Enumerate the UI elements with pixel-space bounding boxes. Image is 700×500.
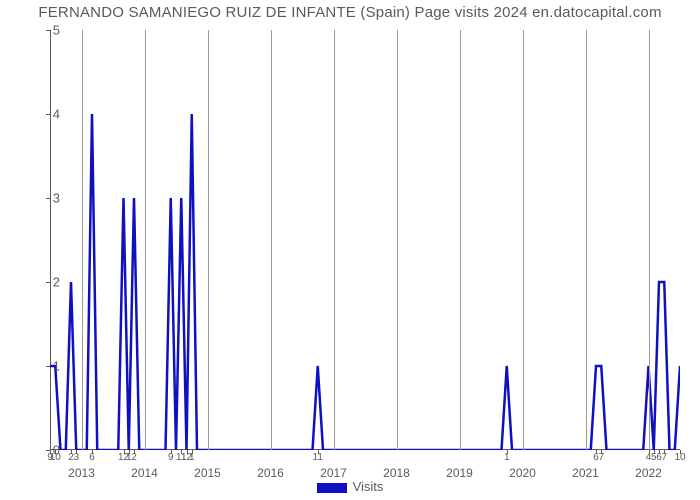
x-major-gridline (145, 30, 146, 450)
legend-label: Visits (353, 479, 384, 494)
xtick-mark (55, 450, 56, 454)
xtick-major-label: 2015 (194, 466, 221, 480)
xtick-major-label: 2020 (509, 466, 536, 480)
xtick-mark (318, 450, 319, 454)
xtick-mark (76, 450, 77, 454)
xtick-major-label: 2016 (257, 466, 284, 480)
xtick-major-label: 2018 (383, 466, 410, 480)
ytick-mark (46, 30, 50, 31)
x-major-gridline (460, 30, 461, 450)
xtick-mark (171, 450, 172, 454)
xtick-mark (187, 450, 188, 454)
xtick-major-label: 2017 (320, 466, 347, 480)
legend-swatch (317, 483, 347, 493)
plot-area (50, 30, 680, 450)
ytick-label: 5 (40, 23, 60, 38)
xtick-mark (649, 450, 650, 454)
xtick-mark (601, 450, 602, 454)
ytick-label: 4 (40, 107, 60, 122)
xtick-mark (680, 450, 681, 454)
x-major-gridline (208, 30, 209, 450)
x-major-gridline (586, 30, 587, 450)
ytick-label: 1 (40, 359, 60, 374)
x-major-gridline (82, 30, 83, 450)
xtick-mark (71, 450, 72, 454)
ytick-mark (46, 282, 50, 283)
xtick-major-label: 2013 (68, 466, 95, 480)
xtick-mark (507, 450, 508, 454)
ytick-mark (46, 366, 50, 367)
xtick-mark (129, 450, 130, 454)
xtick-major-label: 2022 (635, 466, 662, 480)
ytick-mark (46, 198, 50, 199)
x-major-gridline (523, 30, 524, 450)
xtick-mark (596, 450, 597, 454)
xtick-mark (124, 450, 125, 454)
x-major-gridline (397, 30, 398, 450)
x-major-gridline (271, 30, 272, 450)
ytick-label: 2 (40, 275, 60, 290)
legend: Visits (0, 479, 700, 494)
xtick-mark (659, 450, 660, 454)
ytick-label: 3 (40, 191, 60, 206)
x-major-gridline (649, 30, 650, 450)
xtick-major-label: 2014 (131, 466, 158, 480)
xtick-mark (664, 450, 665, 454)
xtick-mark (134, 450, 135, 454)
xtick-mark (92, 450, 93, 454)
xtick-major-label: 2021 (572, 466, 599, 480)
chart-title: FERNANDO SAMANIEGO RUIZ DE INFANTE (Spai… (0, 4, 700, 21)
x-major-gridline (334, 30, 335, 450)
xtick-mark (192, 450, 193, 454)
xtick-major-label: 2019 (446, 466, 473, 480)
chart-container: FERNANDO SAMANIEGO RUIZ DE INFANTE (Spai… (0, 0, 700, 500)
xtick-mark (654, 450, 655, 454)
ytick-mark (46, 114, 50, 115)
